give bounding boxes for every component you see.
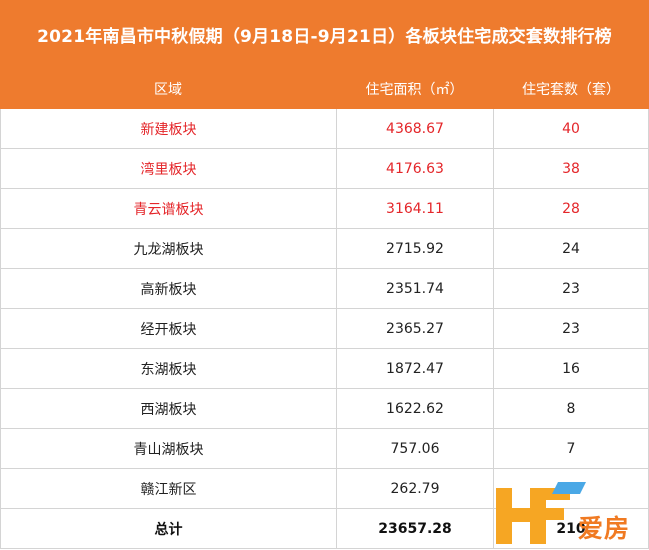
table-row: 经开板块 2365.27 23: [0, 309, 649, 349]
table-row: 西湖板块 1622.62 8: [0, 389, 649, 429]
table-row: 东湖板块 1872.47 16: [0, 349, 649, 389]
cell-region: 经开板块: [0, 309, 336, 348]
cell-area: 757.06: [336, 429, 493, 468]
header-units: 住宅套数（套）: [522, 82, 620, 98]
cell-units: 23: [493, 269, 649, 308]
cell-units: 28: [493, 189, 649, 228]
cell-region: 东湖板块: [0, 349, 336, 388]
header-region: 区域: [154, 82, 182, 98]
table-row: 青山湖板块 757.06 7: [0, 429, 649, 469]
cell-units: 7: [493, 429, 649, 468]
page-title: 2021年南昌市中秋假期（9月18日-9月21日）各板块住宅成交套数排行榜: [0, 0, 649, 69]
header-area: 住宅面积（㎡）: [365, 82, 464, 98]
cell-area: 2365.27: [336, 309, 493, 348]
cell-units: 40: [493, 109, 649, 148]
cell-area: 2715.92: [336, 229, 493, 268]
cell-region: 赣江新区: [0, 469, 336, 508]
total-label: 总计: [0, 509, 336, 548]
watermark-text: 爱房: [578, 514, 631, 543]
aifang-logo-icon: [496, 482, 586, 544]
cell-area: 4176.63: [336, 149, 493, 188]
cell-region: 青云谱板块: [0, 189, 336, 228]
table-header: 区域 住宅面积（㎡） 住宅套数（套）: [0, 69, 649, 109]
cell-area: 1622.62: [336, 389, 493, 428]
cell-region: 西湖板块: [0, 389, 336, 428]
cell-area: 4368.67: [336, 109, 493, 148]
table-row: 赣江新区 262.79 3: [0, 469, 649, 509]
table-row: 湾里板块 4176.63 38: [0, 149, 649, 189]
cell-region: 高新板块: [0, 269, 336, 308]
cell-area: 3164.11: [336, 189, 493, 228]
table-row: 新建板块 4368.67 40: [0, 109, 649, 149]
cell-region: 九龙湖板块: [0, 229, 336, 268]
table-row: 高新板块 2351.74 23: [0, 269, 649, 309]
cell-region: 湾里板块: [0, 149, 336, 188]
cell-area: 2351.74: [336, 269, 493, 308]
cell-units: 24: [493, 229, 649, 268]
total-area: 23657.28: [336, 509, 493, 548]
cell-units: 8: [493, 389, 649, 428]
table-row: 青云谱板块 3164.11 28: [0, 189, 649, 229]
cell-area: 262.79: [336, 469, 493, 508]
cell-area: 1872.47: [336, 349, 493, 388]
ranking-table: 新建板块 4368.67 40 湾里板块 4176.63 38 青云谱板块 31…: [0, 109, 649, 549]
cell-units: 38: [493, 149, 649, 188]
total-row: 总计 23657.28 210: [0, 509, 649, 549]
table-row: 九龙湖板块 2715.92 24: [0, 229, 649, 269]
cell-region: 青山湖板块: [0, 429, 336, 468]
cell-units: 16: [493, 349, 649, 388]
cell-units: 23: [493, 309, 649, 348]
cell-region: 新建板块: [0, 109, 336, 148]
